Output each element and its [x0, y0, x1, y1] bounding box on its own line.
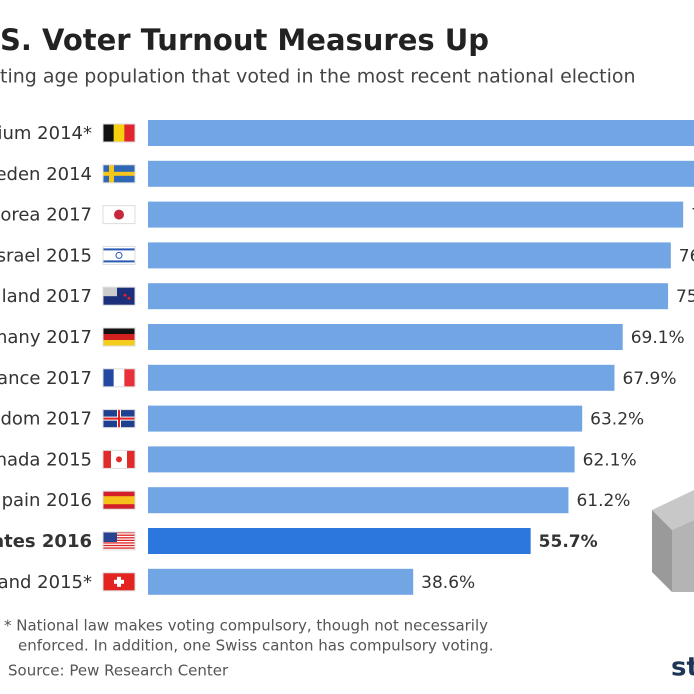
- category-label: eden 2014: [0, 164, 92, 185]
- bar: [148, 283, 669, 310]
- value-label: 69.1%: [631, 328, 685, 348]
- flag-part: [103, 124, 114, 142]
- category-label: orea 2017: [0, 205, 92, 226]
- flag: [102, 490, 136, 510]
- value-label: 77.9%: [691, 206, 694, 226]
- bar: [148, 568, 414, 595]
- decorative-box: [652, 490, 694, 592]
- value-label: 61.2%: [576, 491, 630, 511]
- category-label: pain 2016: [2, 490, 92, 511]
- flag-part: [116, 456, 122, 463]
- flag-part: [103, 542, 135, 544]
- flag-part: [114, 209, 124, 220]
- category-label: gium 2014*: [0, 123, 92, 144]
- flag: [102, 449, 136, 469]
- flag-part: [114, 579, 124, 584]
- flag-border: [102, 286, 136, 306]
- flag-part: [113, 124, 125, 142]
- flag: [102, 123, 136, 143]
- flag-border: [102, 531, 136, 551]
- flag: [102, 409, 136, 429]
- flag: [102, 327, 136, 347]
- flag-part: [103, 171, 135, 176]
- flag-border: [102, 164, 136, 184]
- flag: [102, 572, 136, 592]
- value-label: 76.1%: [679, 246, 694, 266]
- flag-part: [103, 334, 135, 340]
- flag-border: [102, 245, 136, 265]
- bar: [148, 324, 623, 350]
- flag-border: [102, 368, 136, 388]
- flag-part: [124, 124, 136, 142]
- flag-border: [102, 327, 136, 347]
- bar: [148, 487, 569, 514]
- flag-part: [103, 547, 135, 549]
- footnote: * National law makes voting compulsory, …: [4, 617, 488, 635]
- bar: [148, 242, 671, 269]
- category-label: nada 2015: [0, 449, 92, 470]
- flag-part: [103, 260, 135, 263]
- category-label: land 2015*: [0, 572, 92, 593]
- value-label: 62.1%: [583, 450, 637, 470]
- flag: [102, 164, 136, 184]
- bar: [148, 201, 684, 228]
- category-label: ates 2016: [0, 531, 92, 552]
- category-label: dom 2017: [0, 409, 92, 430]
- flag-part: [103, 544, 135, 547]
- flag-part: [103, 328, 135, 334]
- category-label: srael 2015: [0, 245, 92, 266]
- flag-part: [113, 368, 125, 387]
- flag-border: [102, 409, 136, 429]
- source: Source: Pew Research Center: [8, 662, 229, 680]
- flag: [102, 286, 136, 306]
- flag-border: [102, 449, 136, 469]
- chart-subtitle: ting age population that voted in the mo…: [0, 66, 636, 88]
- flag-part: [103, 368, 114, 387]
- value-label: 67.9%: [622, 369, 676, 389]
- bar: [148, 364, 615, 391]
- flag-part: [103, 537, 135, 539]
- category-label: many 2017: [0, 327, 92, 348]
- value-label: 63.2%: [590, 410, 644, 430]
- flag: [102, 368, 136, 388]
- flag-part: [118, 409, 120, 428]
- flag: [102, 245, 136, 265]
- bar: [148, 528, 531, 554]
- flag-border: [102, 205, 136, 225]
- bar: [148, 120, 694, 146]
- flag-part: [115, 251, 123, 259]
- flag: [102, 205, 136, 225]
- category-label: ance 2017: [0, 368, 92, 389]
- flag-border: [102, 490, 136, 510]
- category-label: land 2017: [2, 286, 92, 307]
- flag-part: [103, 534, 135, 536]
- flag-part: [103, 340, 135, 346]
- logo: st: [671, 653, 694, 683]
- bar: [148, 446, 575, 473]
- flag: [102, 531, 136, 551]
- chart-title: S. Voter Turnout Measures Up: [0, 23, 489, 57]
- footnote: enforced. In addition, one Swiss canton …: [18, 637, 493, 655]
- flag-part: [127, 296, 131, 300]
- value-label: 38.6%: [421, 573, 475, 593]
- bar: [148, 405, 583, 432]
- flag-part: [103, 539, 135, 541]
- flag-part: [123, 293, 127, 297]
- flag-part: [103, 496, 135, 505]
- flag-part: [103, 287, 117, 297]
- flag-border: [102, 123, 136, 143]
- bar: [148, 160, 694, 187]
- flag-part: [124, 368, 136, 387]
- flag-part: [103, 532, 117, 542]
- flag-part: [103, 450, 111, 469]
- flag-part: [103, 532, 135, 534]
- value-label: 55.7%: [539, 532, 598, 552]
- flag-part: [103, 248, 135, 251]
- value-label: 75.7%: [676, 287, 694, 307]
- flag-border: [102, 572, 136, 592]
- flag-part: [103, 246, 135, 265]
- flag-part: [127, 450, 135, 469]
